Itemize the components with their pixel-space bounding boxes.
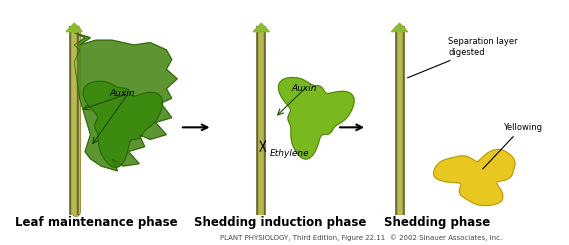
Text: Shedding induction phase: Shedding induction phase [194, 216, 366, 229]
Text: Shedding phase: Shedding phase [384, 216, 490, 229]
Polygon shape [434, 149, 515, 206]
Polygon shape [278, 78, 354, 159]
Polygon shape [66, 23, 83, 32]
Polygon shape [83, 81, 162, 167]
Text: Leaf maintenance phase: Leaf maintenance phase [15, 216, 177, 229]
Text: Yellowing: Yellowing [483, 123, 542, 169]
Text: Auxin: Auxin [291, 84, 316, 93]
Text: PLANT PHYSIOLOGY, Third Edition, Figure 22.11  © 2002 Sinauer Associates, Inc.: PLANT PHYSIOLOGY, Third Edition, Figure … [220, 234, 502, 241]
Text: Ethylene: Ethylene [269, 149, 309, 159]
Polygon shape [253, 23, 269, 32]
Polygon shape [391, 23, 407, 32]
Text: Auxin: Auxin [109, 89, 135, 98]
Text: Separation layer
digested: Separation layer digested [407, 37, 518, 78]
Polygon shape [74, 33, 177, 171]
